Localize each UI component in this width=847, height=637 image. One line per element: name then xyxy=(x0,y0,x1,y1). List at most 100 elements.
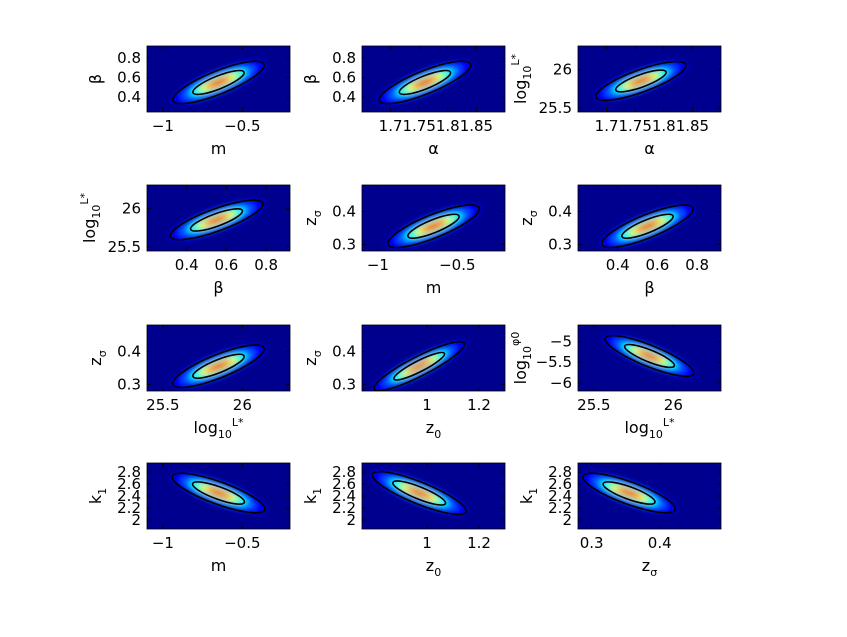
axes-frame xyxy=(146,45,291,113)
x-tick-label: 1 xyxy=(422,534,432,552)
heatmap xyxy=(362,46,505,112)
x-tick-label: −1 xyxy=(152,534,174,552)
y-tick-label: 2.8 xyxy=(117,463,141,481)
y-tick-label: 0.3 xyxy=(332,235,356,253)
axes-frame xyxy=(361,324,506,392)
contour-inner xyxy=(191,481,246,505)
y-axis-label: k1 xyxy=(86,488,109,504)
contour-inner xyxy=(623,343,676,369)
y-axis-label: β xyxy=(301,74,320,84)
x-tick-label: 1.75 xyxy=(618,117,651,135)
heatmap xyxy=(362,463,505,529)
x-axis-label: m xyxy=(211,139,227,158)
y-tick-label: 2.6 xyxy=(548,475,572,493)
x-tick-label: 0.3 xyxy=(580,534,604,552)
x-axis-label: log10L* xyxy=(193,416,244,441)
subplot-2: 1.7 1.75 1.8 1.85 0.40.6 0.8 α β xyxy=(301,45,506,158)
x-tick-label: 0.4 xyxy=(175,256,199,274)
y-tick-label: −5 xyxy=(550,333,572,351)
y-tick-label: 0.3 xyxy=(332,375,356,393)
x-axis-label: z0 xyxy=(426,556,441,579)
x-tick-label: 0.8 xyxy=(254,256,278,274)
x-tick-label: −1 xyxy=(152,117,174,135)
contour-inner xyxy=(189,208,244,232)
y-tick-label: 2.8 xyxy=(548,463,572,481)
y-tick-label: 2 xyxy=(131,511,141,529)
y-tick-label: 0.4 xyxy=(117,342,141,360)
axes-frame xyxy=(361,45,506,113)
y-tick-label: 25.5 xyxy=(108,238,141,256)
contour-outer xyxy=(601,204,694,249)
y-tick-label: 2.8 xyxy=(332,463,356,481)
y-tick-label: −5.5 xyxy=(536,353,572,371)
x-tick-label: 0.6 xyxy=(646,256,670,274)
x-tick-label: 26 xyxy=(664,396,683,414)
x-tick-label: 25.5 xyxy=(577,396,610,414)
contour-inner xyxy=(602,481,656,505)
x-tick-label: 1.7 xyxy=(379,117,403,135)
contour-inner xyxy=(407,213,460,239)
axes-frame xyxy=(577,45,722,113)
contour-inner xyxy=(192,69,245,96)
subplot-6: 0.4 0.6 0.8 0.3 0.4 β zσ xyxy=(517,184,722,297)
heatmap xyxy=(147,185,290,251)
x-tick-label: −0.5 xyxy=(439,256,475,274)
x-tick-label: 26 xyxy=(233,396,252,414)
x-axis-label: zσ xyxy=(642,556,657,579)
y-tick-label: 0.6 xyxy=(117,69,141,87)
y-axis-label: zσ xyxy=(301,210,324,225)
x-axis-label: m xyxy=(211,556,227,575)
heatmap xyxy=(147,463,290,529)
contour-outer xyxy=(371,470,467,516)
x-tick-label: 1.7 xyxy=(595,117,619,135)
x-tick-label: 1.8 xyxy=(652,117,676,135)
y-tick-label: 2.2 xyxy=(117,499,141,517)
y-tick-label: 2 xyxy=(346,511,356,529)
x-axis-label: α xyxy=(644,139,655,158)
y-axis-label: log10φ0 xyxy=(509,332,534,385)
contour-outer xyxy=(604,334,695,378)
y-axis-label: β xyxy=(86,74,105,84)
heatmap xyxy=(578,463,721,529)
x-tick-label: 1.2 xyxy=(467,534,491,552)
subplot-10: −1 −0.5 22.22.42.62.8 m k1 xyxy=(86,462,291,575)
contour-inner xyxy=(621,213,674,239)
heatmap xyxy=(147,46,290,112)
x-tick-label: 1.85 xyxy=(676,117,709,135)
x-axis-label: α xyxy=(428,139,439,158)
y-axis-label: k1 xyxy=(517,488,540,504)
x-tick-label: 1.85 xyxy=(460,117,493,135)
contour-outer xyxy=(373,340,466,391)
y-axis-label: zσ xyxy=(301,350,324,365)
x-tick-label: 1 xyxy=(422,396,432,414)
y-tick-label: 2.6 xyxy=(332,475,356,493)
y-tick-label: 2.2 xyxy=(332,499,356,517)
x-axis-label: z0 xyxy=(426,418,441,441)
y-tick-label: 2.4 xyxy=(548,487,572,505)
y-tick-label: 2.6 xyxy=(117,475,141,493)
y-tick-label: 0.4 xyxy=(332,88,356,106)
subplot-3: 1.7 1.75 1.8 1.85 25.5 26 α log10L* xyxy=(509,45,722,158)
heatmap xyxy=(362,185,505,251)
x-tick-label: 25.5 xyxy=(146,396,179,414)
y-axis-label: zσ xyxy=(86,350,109,365)
y-tick-label: 0.4 xyxy=(117,88,141,106)
contour-outer xyxy=(169,199,264,241)
x-tick-label: 1.75 xyxy=(402,117,435,135)
y-tick-label: 0.3 xyxy=(117,375,141,393)
subplot-12: 0.3 0.4 22.22.42.62.8 zσ k1 xyxy=(517,462,722,579)
y-axis-label: zσ xyxy=(517,210,540,225)
x-axis-label: m xyxy=(426,278,442,297)
contour-outer xyxy=(172,344,265,389)
subplot-4: 0.4 0.6 0.8 25.5 26 β log10L* xyxy=(78,184,291,297)
contour-outer xyxy=(582,472,677,514)
heatmap xyxy=(362,325,505,391)
x-tick-label: 0.4 xyxy=(648,534,672,552)
y-axis-label: log10L* xyxy=(509,53,534,104)
contour-outer xyxy=(172,60,265,105)
subplot-5: −1 −0.5 0.3 0.4 m zσ xyxy=(301,184,506,297)
y-tick-label: 0.6 xyxy=(332,69,356,87)
axes-frame xyxy=(146,184,291,252)
heatmap xyxy=(578,185,721,251)
